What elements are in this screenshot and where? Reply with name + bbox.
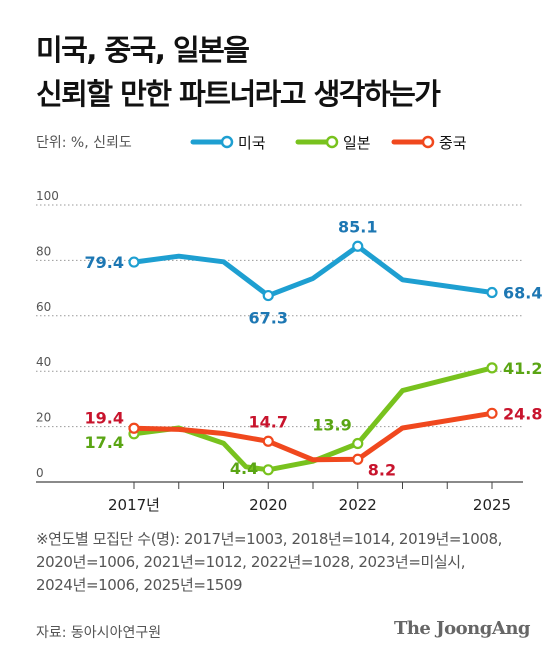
data-label: 67.3	[249, 309, 288, 328]
data-point-marker	[262, 289, 274, 302]
chart-title: 미국, 중국, 일본을 신뢰할 만한 파트너라고 생각하는가	[36, 28, 536, 116]
footnote-line-3: 2024년=1006, 2025년=1509	[36, 576, 243, 594]
y-tick-label: 0	[36, 466, 44, 480]
data-point-marker	[486, 362, 498, 374]
footnote-line-2: 2020년=1006, 2021년=1012, 2022년=1028, 2023…	[36, 553, 466, 571]
source-note: 자료: 동아시아연구원	[36, 625, 162, 641]
y-tick-label: 20	[36, 411, 51, 425]
data-label: 68.4	[503, 284, 542, 303]
footnote: ※연도별 모집단 수(명): 2017년=1003, 2018년=1014, 2…	[36, 528, 536, 597]
data-label: 14.7	[249, 412, 288, 431]
x-tick-label: 2017년	[108, 496, 160, 514]
data-label: 4.4	[230, 459, 258, 478]
x-tick-label: 2020	[249, 496, 287, 514]
data-point-marker	[486, 407, 498, 419]
series-line-중국	[131, 410, 495, 463]
x-tick-label: 2025	[473, 496, 511, 514]
y-tick-label: 100	[36, 189, 59, 203]
data-label: 85.1	[338, 217, 377, 236]
y-tick-label: 40	[36, 355, 51, 369]
data-point-marker	[128, 256, 140, 268]
data-point-marker	[352, 453, 364, 465]
legend-swatch-marker	[220, 135, 234, 149]
y-tick-label: 60	[36, 300, 51, 314]
data-point-marker	[486, 286, 498, 299]
data-point-marker	[352, 240, 364, 252]
data-label: 79.4	[85, 253, 124, 272]
data-point-marker	[128, 422, 140, 434]
x-tick-label: 2022	[339, 496, 377, 514]
legend-label: 일본	[343, 134, 371, 152]
title-line-2: 신뢰할 만한 파트너라고 생각하는가	[36, 77, 441, 111]
data-point-marker	[262, 464, 274, 476]
legend-swatch-marker	[421, 135, 435, 149]
data-label: 8.2	[368, 460, 396, 479]
unit-label: 단위: %, 신뢰도	[36, 135, 132, 151]
data-label: 19.4	[85, 408, 124, 427]
data-label: 17.4	[85, 433, 124, 452]
title-line-1: 미국, 중국, 일본을	[36, 33, 250, 67]
legend-label: 중국	[439, 134, 467, 152]
series-line-미국	[131, 243, 495, 299]
data-label: 41.2	[503, 359, 542, 378]
legend-label: 미국	[238, 134, 266, 152]
legend-swatch-marker	[325, 135, 339, 149]
data-label: 24.8	[503, 404, 542, 423]
y-tick-label: 80	[36, 244, 51, 258]
brand-logo: The JoongAng	[393, 618, 531, 639]
data-label: 13.9	[312, 415, 351, 434]
line-chart: 단위: %, 신뢰도 미국 일본 중국 0 20 40 60 80 100 2017년 2020 202…	[36, 134, 542, 514]
data-point-marker	[352, 437, 364, 450]
footnote-line-1: ※연도별 모집단 수(명): 2017년=1003, 2018년=1014, 2…	[36, 530, 503, 548]
data-point-marker	[262, 435, 274, 447]
